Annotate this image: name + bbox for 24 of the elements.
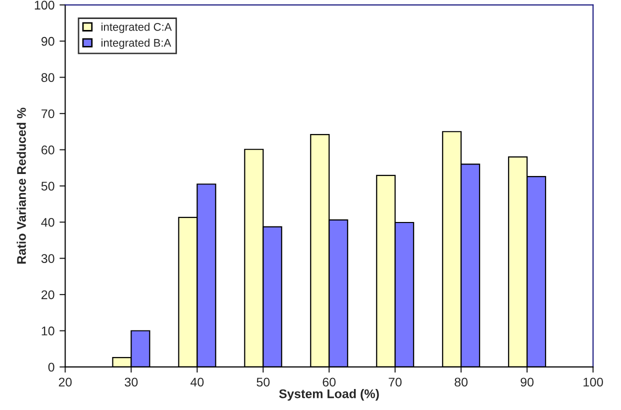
y-tick-label: 0: [48, 362, 54, 372]
y-tick-label: 90: [41, 36, 54, 46]
x-tick-label: 80: [454, 378, 468, 387]
legend-label: integrated C:A: [102, 22, 172, 34]
y-tick-label: 80: [41, 73, 54, 82]
y-tick-label: 50: [41, 182, 54, 191]
y-tick-label: 70: [42, 109, 54, 118]
x-tick-label: 100: [584, 378, 603, 387]
y-tick-label: 60: [42, 146, 54, 154]
x-tick-label: 30: [124, 378, 138, 387]
y-tick-label: 10: [42, 326, 54, 336]
x-tick-label: 60: [322, 378, 336, 387]
legend-label: integrated B:A: [102, 38, 172, 49]
y-tick-label: 40: [41, 218, 54, 227]
x-tick-label: 20: [58, 378, 72, 387]
x-tick-label: 90: [520, 378, 534, 387]
x-axis-title: System Load (%): [279, 389, 379, 401]
x-tick-label: 70: [388, 378, 402, 387]
y-tick-label: 100: [34, 0, 54, 10]
x-tick-label: 40: [190, 378, 204, 387]
y-axis-title: Ratio Variance Reduced %: [16, 108, 26, 264]
y-tick-label: 30: [41, 254, 54, 263]
y-tick-label: 20: [42, 290, 54, 300]
x-tick-label: 50: [256, 378, 270, 387]
